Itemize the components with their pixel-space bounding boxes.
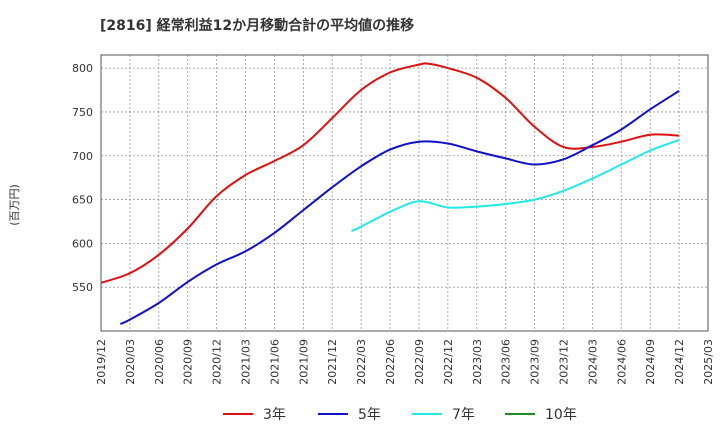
x-tick-label: 2021/12 — [326, 339, 339, 385]
y-tick-label: 550 — [72, 281, 93, 294]
x-tick-label: 2024/12 — [673, 339, 686, 385]
grid — [100, 55, 709, 331]
x-tick-label: 2020/09 — [182, 339, 195, 385]
x-tick-label: 2023/03 — [471, 339, 484, 385]
x-tick-label: 2022/03 — [355, 339, 368, 385]
x-tick-label: 2020/03 — [124, 339, 137, 385]
legend: 3年 5年 7年 10年 — [223, 407, 577, 423]
y-axis-ticks: 550 600 650 700 750 800 — [72, 62, 93, 294]
legend-label-0: 3年 — [263, 407, 286, 423]
series-line-0 — [100, 62, 680, 284]
y-tick-label: 650 — [72, 194, 93, 207]
y-tick-label: 750 — [72, 106, 93, 119]
y-tick-label: 800 — [72, 62, 93, 75]
x-tick-label: 2021/09 — [297, 339, 310, 385]
x-tick-label: 2024/09 — [644, 339, 657, 385]
x-tick-label: 2022/06 — [384, 339, 397, 385]
x-tick-label: 2025/03 — [702, 339, 715, 385]
x-tick-label: 2024/06 — [615, 339, 628, 385]
x-tick-label: 2021/06 — [268, 339, 281, 385]
x-tick-label: 2021/03 — [240, 339, 253, 385]
series-line-2 — [351, 139, 680, 233]
x-tick-label: 2022/12 — [442, 339, 455, 385]
y-tick-label: 700 — [72, 150, 93, 163]
legend-label-2: 7年 — [452, 407, 475, 423]
x-tick-label: 2022/09 — [413, 339, 426, 385]
x-tick-label: 2023/06 — [500, 339, 513, 385]
y-axis-label: (百万円) — [8, 184, 21, 226]
chart-title: [2816] 経常利益12か月移動合計の平均値の推移 — [100, 17, 414, 34]
series-line-1 — [119, 90, 680, 325]
x-tick-label: 2024/03 — [586, 339, 599, 385]
y-tick-label: 600 — [72, 237, 93, 250]
plot-frame — [100, 54, 709, 332]
x-tick-label: 2020/12 — [211, 339, 224, 385]
legend-label-3: 10年 — [545, 407, 577, 423]
x-tick-label: 2020/06 — [153, 339, 166, 385]
x-tick-label: 2023/09 — [529, 339, 542, 385]
x-axis-ticks: 2019/12 2020/03 2020/06 2020/09 2020/12 2021/… — [95, 339, 715, 385]
legend-label-1: 5年 — [358, 407, 381, 423]
x-tick-label: 2023/12 — [557, 339, 570, 385]
x-tick-label: 2019/12 — [95, 339, 108, 385]
series-lines — [100, 62, 680, 325]
